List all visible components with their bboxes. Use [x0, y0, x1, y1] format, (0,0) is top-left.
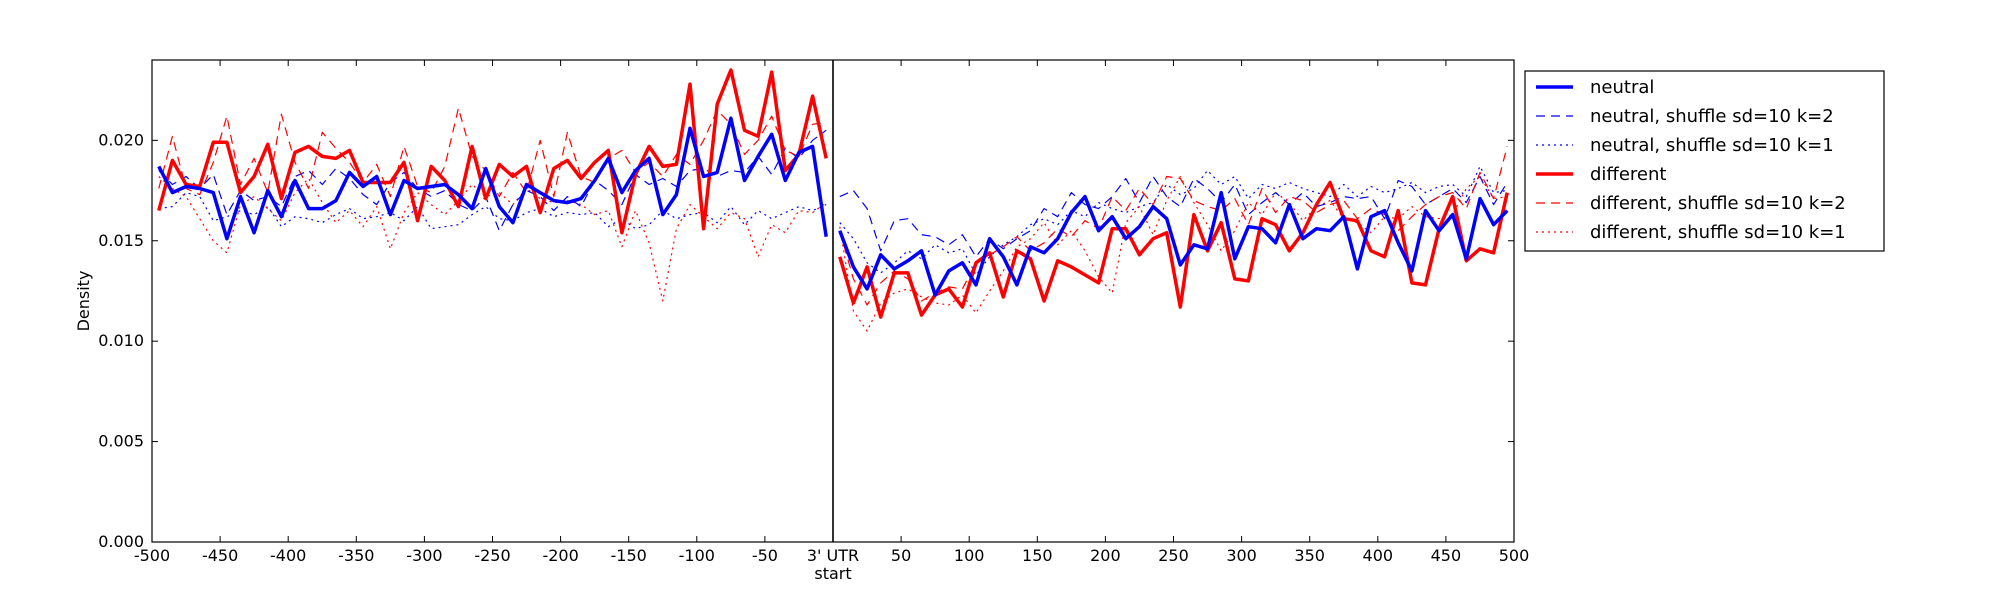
series-line-neutral-shuffle-sd-10-k-2-right [839, 175, 1508, 258]
y-tick-label: 0.015 [98, 231, 144, 250]
series-line-neutral-right [838, 190, 1509, 297]
x-tick-label: -350 [338, 546, 374, 565]
legend-label-neutral-shuffle-sd-10-k-1: neutral, shuffle sd=10 k=1 [1590, 135, 1834, 156]
x-tick-label: -150 [611, 546, 647, 565]
y-axis-label: Density [74, 271, 93, 332]
series-line-different-left [157, 68, 828, 235]
y-tick-label: 0.020 [98, 130, 144, 149]
x-tick-label: -400 [270, 546, 306, 565]
series-line-neutral-shuffle-sd-10-k-2-left [158, 129, 827, 232]
legend-label-different-shuffle-sd-10-k-1: different, shuffle sd=10 k=1 [1590, 222, 1846, 243]
axes: -500 -450 -400 -350 -300 -250 -200 -150 -100 -50 3… [98, 60, 1529, 565]
x-tick-label: 400 [1363, 546, 1394, 565]
x-tick-label: 250 [1158, 546, 1189, 565]
x-tick-label: 300 [1226, 546, 1257, 565]
y-tick-label: 0.005 [98, 432, 144, 451]
x-tick-label: -100 [679, 546, 715, 565]
x-tick-label: -500 [134, 546, 170, 565]
series-line-different-shuffle-sd-10-k-2-right [839, 146, 1508, 306]
x-tick-label: -50 [752, 546, 778, 565]
x-axis-label: start [814, 564, 851, 583]
x-tick-label: 3' UTR [807, 546, 859, 565]
x-tick-label: 350 [1294, 546, 1325, 565]
series-line-neutral-left [157, 116, 828, 241]
legend: neutral neutral, shuffle sd=10 k=2 neutral… [1524, 70, 1885, 252]
legend-box [1524, 70, 1885, 252]
x-tick-label: 50 [891, 546, 911, 565]
x-tick-label: 100 [954, 546, 985, 565]
x-tick-label: -250 [474, 546, 510, 565]
legend-label-neutral: neutral [1590, 77, 1654, 98]
y-tick-label: 0.000 [98, 532, 144, 551]
x-tick-label: -300 [406, 546, 442, 565]
series-line-different-right [838, 180, 1509, 319]
series-lines [157, 68, 1509, 332]
x-tick-label: -200 [542, 546, 578, 565]
legend-label-neutral-shuffle-sd-10-k-2: neutral, shuffle sd=10 k=2 [1590, 106, 1834, 127]
x-tick-label: 500 [1499, 546, 1530, 565]
x-tick-label: -450 [202, 546, 238, 565]
y-tick-label: 0.010 [98, 331, 144, 350]
x-tick-label: 150 [1022, 546, 1053, 565]
x-tick-label: 450 [1431, 546, 1462, 565]
legend-label-different: different [1590, 164, 1666, 185]
x-tick-label: 200 [1090, 546, 1121, 565]
legend-label-different-shuffle-sd-10-k-2: different, shuffle sd=10 k=2 [1590, 193, 1846, 214]
